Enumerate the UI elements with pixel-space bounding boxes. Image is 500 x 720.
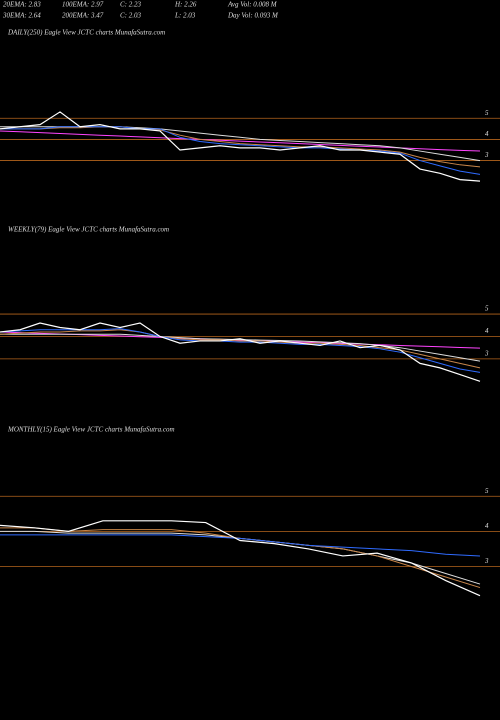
- y-tick-label: 3: [484, 151, 489, 159]
- series-line: [0, 111, 481, 182]
- y-tick-label: 4: [485, 522, 489, 530]
- y-tick-label: 4: [485, 130, 489, 138]
- chart-title: DAILY(250) Eagle View JCTC charts Munafa…: [7, 29, 165, 37]
- header-stat: 20EMA: 2.83: [3, 1, 41, 9]
- header-stat: C: 2.03: [120, 12, 142, 20]
- header-stat: Avg Vol: 0.008 M: [227, 1, 278, 9]
- chart-title: MONTHLY(15) Eagle View JCTC charts Munaf…: [7, 426, 175, 434]
- header-stat: C: 2.23: [120, 1, 142, 9]
- header-stat: Day Vol: 0.093 M: [227, 12, 279, 20]
- header-stat: 30EMA: 2.64: [2, 12, 41, 20]
- header-stat: L: 2.03: [174, 12, 196, 20]
- y-tick-label: 3: [484, 557, 489, 565]
- series-line: [0, 534, 481, 557]
- series-line: [0, 322, 481, 382]
- y-tick-label: 3: [484, 350, 489, 358]
- y-tick-label: 5: [485, 109, 489, 117]
- series-line: [0, 527, 481, 589]
- series-line: [0, 333, 481, 362]
- series-line: [0, 530, 481, 585]
- header-stat: 200EMA: 3.47: [62, 12, 104, 20]
- chart-title: WEEKLY(79) Eagle View JCTC charts Munafa…: [8, 226, 169, 234]
- series-line: [0, 328, 481, 373]
- series-line: [0, 126, 481, 168]
- header-stat: H: 2.26: [174, 1, 197, 9]
- series-line: [0, 520, 481, 597]
- header-stat: 100EMA: 2.97: [62, 1, 104, 9]
- y-tick-label: 4: [485, 327, 489, 335]
- y-tick-label: 5: [485, 487, 489, 495]
- y-tick-label: 5: [485, 305, 489, 313]
